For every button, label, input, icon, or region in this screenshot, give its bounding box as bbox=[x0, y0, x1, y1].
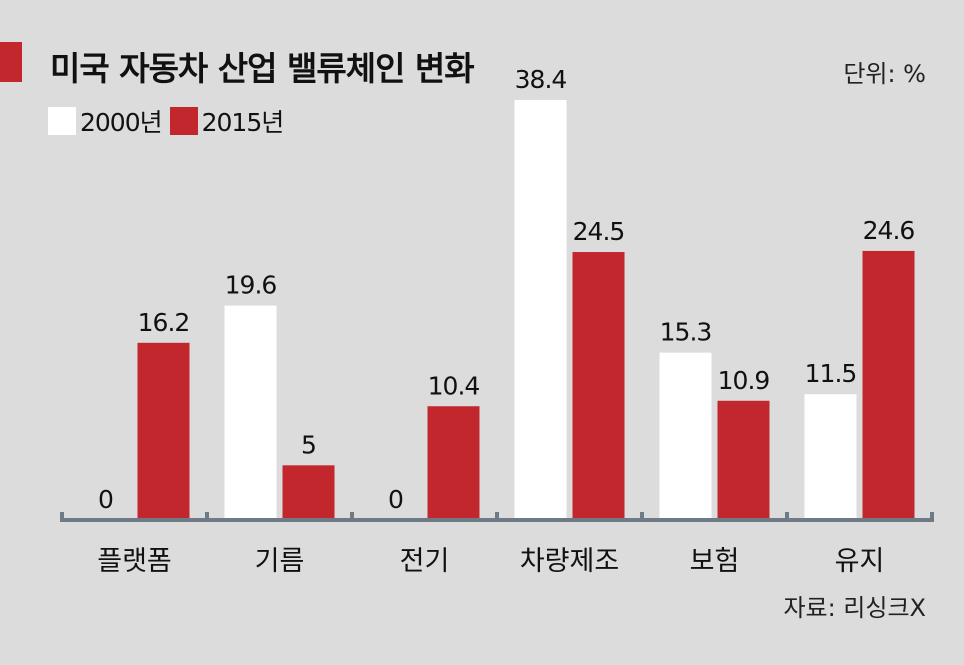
bar-2000 bbox=[514, 100, 567, 520]
legend-label-2000: 2000년 bbox=[80, 108, 163, 137]
data-label-2015: 10.9 bbox=[718, 366, 770, 395]
data-label-2015: 10.4 bbox=[428, 371, 480, 400]
data-label-2000: 0 bbox=[388, 485, 403, 514]
data-label-2000: 0 bbox=[98, 485, 113, 514]
x-tick-label: 기름 bbox=[255, 546, 305, 577]
legend-item-2000: 2000년 bbox=[48, 103, 163, 139]
source-note: 자료: 리싱크X bbox=[783, 594, 926, 622]
data-label-2000: 38.4 bbox=[515, 65, 567, 94]
data-label-2000: 19.6 bbox=[225, 271, 277, 300]
data-label-2015: 24.5 bbox=[573, 217, 625, 246]
title-accent-bar bbox=[0, 42, 22, 82]
unit-label: 단위: % bbox=[843, 60, 926, 88]
x-tick-label: 플랫폼 bbox=[97, 546, 172, 577]
legend: 2000년 2015년 bbox=[48, 103, 291, 139]
bar-2015 bbox=[717, 400, 770, 520]
legend-swatch-2000 bbox=[48, 107, 76, 135]
data-label-2015: 16.2 bbox=[138, 308, 190, 337]
bar-2015 bbox=[862, 250, 915, 520]
legend-label-2015: 2015년 bbox=[201, 108, 285, 137]
bar-2000 bbox=[804, 394, 857, 520]
x-tick-label: 유지 bbox=[835, 546, 885, 577]
bar-2015 bbox=[137, 342, 190, 520]
data-label-2015: 24.6 bbox=[863, 216, 915, 245]
bar-2015 bbox=[427, 406, 480, 520]
x-tick-label: 전기 bbox=[400, 546, 450, 577]
data-label-2000: 11.5 bbox=[805, 359, 857, 388]
bar-2000 bbox=[659, 352, 712, 520]
bar-2015 bbox=[572, 252, 625, 520]
chart-title: 미국 자동차 산업 밸류체인 변화 bbox=[50, 49, 475, 88]
x-tick-label: 보험 bbox=[690, 546, 740, 577]
data-label-2000: 15.3 bbox=[660, 318, 712, 347]
legend-item-2015: 2015년 bbox=[169, 103, 285, 139]
data-label-2015: 5 bbox=[301, 430, 316, 459]
legend-swatch-2015 bbox=[169, 107, 198, 135]
x-tick-label: 차량제조 bbox=[520, 546, 619, 577]
bar-2000 bbox=[224, 305, 277, 520]
bar-2015 bbox=[282, 465, 335, 520]
